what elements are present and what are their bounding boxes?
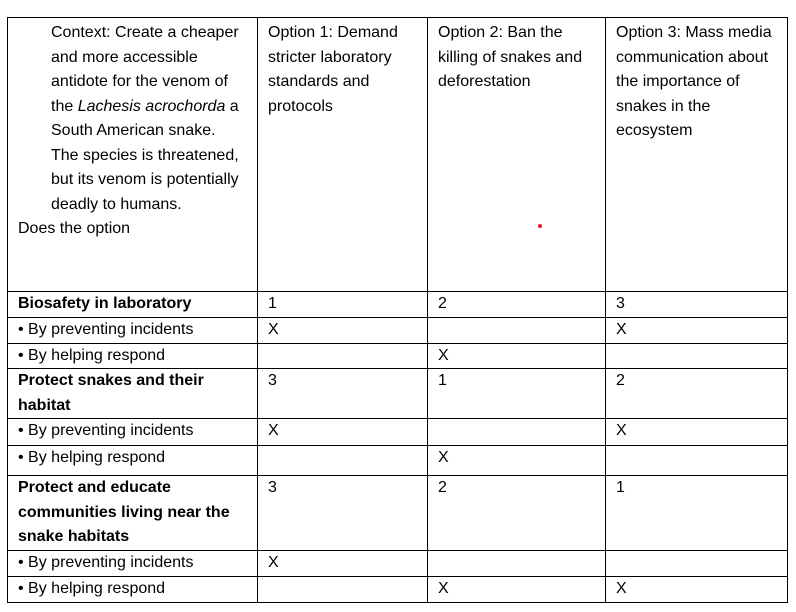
option-2-cell: [427, 316, 606, 344]
table-row: • By helping respond X: [7, 445, 788, 476]
option-2-cell: [427, 418, 606, 446]
row-label: • By helping respond: [7, 575, 258, 603]
table-row: • By helping respond X: [7, 342, 788, 369]
option-2-cell: X: [427, 342, 606, 369]
header-row: Context: Create a cheaper and more acces…: [7, 17, 788, 292]
option-1-cell: [257, 445, 428, 476]
question-label: Does the option: [18, 220, 131, 237]
option-3-header: Option 3: Mass media communication about…: [605, 17, 788, 292]
species-name: Lachesis acrochorda: [77, 97, 226, 115]
option-2-cell: 2: [427, 475, 606, 551]
row-label: Protect and educate communities living n…: [7, 475, 258, 551]
option-1-header: Option 1: Demand stricter laboratory sta…: [257, 17, 428, 292]
option-1-cell: 3: [257, 475, 428, 551]
option-1-cell: 1: [257, 291, 428, 318]
option-2-cell: X: [427, 575, 606, 603]
table-row: Protect and educate communities living n…: [7, 475, 788, 551]
option-3-cell: X: [605, 316, 788, 344]
row-label: Biosafety in laboratory: [7, 291, 258, 318]
option-2-cell: 2: [427, 291, 606, 318]
option-3-cell: X: [605, 418, 788, 446]
option-3-cell: X: [605, 575, 788, 603]
option-2-cell: 1: [427, 368, 606, 419]
table-row: • By preventing incidents X X: [7, 418, 788, 446]
option-3-cell: 2: [605, 368, 788, 419]
context-text-1: Context: Create a cheaper and more acces…: [51, 24, 239, 115]
option-2-cell: X: [427, 445, 606, 476]
row-label: • By preventing incidents: [7, 316, 258, 344]
row-label: • By preventing incidents: [7, 418, 258, 446]
row-label: • By helping respond: [7, 342, 258, 369]
option-1-cell: [257, 575, 428, 603]
table-row: • By preventing incidents X: [7, 550, 788, 577]
option-1-cell: 3: [257, 368, 428, 419]
red-dot-mark: [538, 224, 542, 228]
option-3-cell: [605, 445, 788, 476]
option-3-cell: 1: [605, 475, 788, 551]
option-1-cell: X: [257, 316, 428, 344]
option-3-cell: 3: [605, 291, 788, 318]
option-1-cell: [257, 342, 428, 369]
context-cell: Context: Create a cheaper and more acces…: [7, 17, 258, 292]
option-3-cell: [605, 550, 788, 577]
option-1-cell: X: [257, 550, 428, 577]
row-label: • By preventing incidents: [7, 550, 258, 577]
context-text-2: a South American snake. The species is t…: [51, 97, 239, 213]
row-label: Protect snakes and their habitat: [7, 368, 258, 419]
option-2-cell: [427, 550, 606, 577]
table-row: • By helping respond X X: [7, 575, 788, 603]
option-3-cell: [605, 342, 788, 369]
context-text: Context: Create a cheaper and more acces…: [18, 21, 248, 217]
table-row: • By preventing incidents X X: [7, 316, 788, 344]
options-table: Context: Create a cheaper and more acces…: [7, 17, 788, 603]
row-label: • By helping respond: [7, 445, 258, 476]
option-2-header: Option 2: Ban the killing of snakes and …: [427, 17, 606, 292]
table-row: Protect snakes and their habitat 3 1 2: [7, 368, 788, 419]
table-row: Biosafety in laboratory 1 2 3: [7, 291, 788, 318]
option-1-cell: X: [257, 418, 428, 446]
